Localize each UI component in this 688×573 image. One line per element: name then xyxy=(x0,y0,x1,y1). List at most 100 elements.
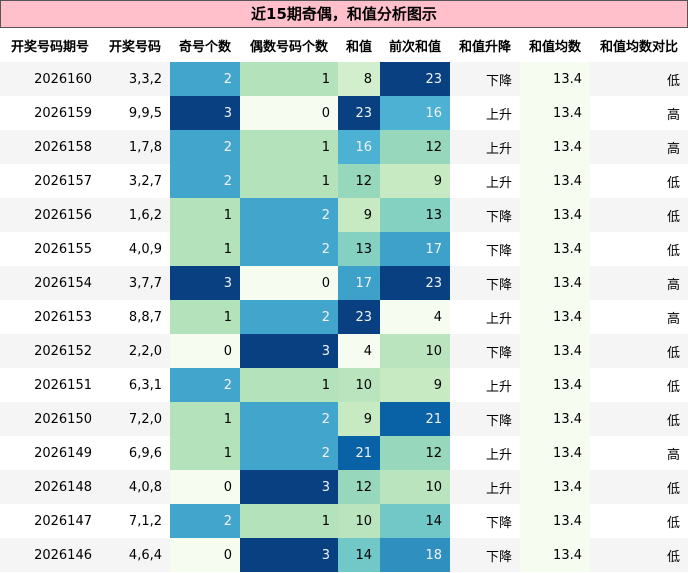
table-cell: 2026154 xyxy=(0,266,100,300)
table-cell: 下降 xyxy=(450,538,520,572)
table-cell: 13.4 xyxy=(520,436,590,470)
table-cell: 上升 xyxy=(450,164,520,198)
table-cell: 1,7,8 xyxy=(100,130,170,164)
table-cell: 低 xyxy=(590,164,688,198)
column-header: 前次和值 xyxy=(380,28,450,62)
table-row: 2026153 8,8,7 1 2 23 4 上升 13.4 高 xyxy=(0,300,688,334)
table-cell: 下降 xyxy=(450,402,520,436)
table-cell: 13.4 xyxy=(520,368,590,402)
column-header: 和值均数对比 xyxy=(590,28,688,62)
table-cell: 12 xyxy=(338,470,380,504)
table-cell: 14 xyxy=(380,504,450,538)
table-cell: 2026153 xyxy=(0,300,100,334)
table-cell: 10 xyxy=(338,368,380,402)
table-row: 2026152 2,2,0 0 3 4 10 下降 13.4 低 xyxy=(0,334,688,368)
table-cell: 下降 xyxy=(450,334,520,368)
table-cell: 1,6,2 xyxy=(100,198,170,232)
table-cell: 23 xyxy=(380,62,450,96)
table-cell: 上升 xyxy=(450,130,520,164)
table-cell: 2026150 xyxy=(0,402,100,436)
table-cell: 4 xyxy=(338,334,380,368)
table-cell: 下降 xyxy=(450,266,520,300)
column-header: 开奖号码期号 xyxy=(0,28,100,62)
table-cell: 上升 xyxy=(450,368,520,402)
table-cell: 3 xyxy=(240,470,338,504)
table-cell: 7,2,0 xyxy=(100,402,170,436)
table-cell: 1 xyxy=(170,198,240,232)
table-cell: 1 xyxy=(240,62,338,96)
table-cell: 3 xyxy=(170,96,240,130)
table-cell: 上升 xyxy=(450,436,520,470)
table-cell: 2 xyxy=(170,62,240,96)
table-cell: 12 xyxy=(380,130,450,164)
table-cell: 7,1,2 xyxy=(100,504,170,538)
table-cell: 1 xyxy=(170,300,240,334)
table-cell: 1 xyxy=(170,232,240,266)
table-cell: 1 xyxy=(240,504,338,538)
table-cell: 3,2,7 xyxy=(100,164,170,198)
table-cell: 上升 xyxy=(450,96,520,130)
table-cell: 4,0,9 xyxy=(100,232,170,266)
table-cell: 2 xyxy=(240,232,338,266)
table-cell: 8 xyxy=(338,62,380,96)
table-cell: 3 xyxy=(170,266,240,300)
table-cell: 12 xyxy=(380,436,450,470)
table-cell: 23 xyxy=(380,266,450,300)
table-cell: 13.4 xyxy=(520,300,590,334)
table-cell: 2 xyxy=(170,130,240,164)
table-cell: 2026151 xyxy=(0,368,100,402)
table-cell: 23 xyxy=(338,96,380,130)
table-cell: 高 xyxy=(590,130,688,164)
table-cell: 13.4 xyxy=(520,232,590,266)
table-cell: 9 xyxy=(380,368,450,402)
table-cell: 4 xyxy=(380,300,450,334)
table-cell: 上升 xyxy=(450,470,520,504)
table-cell: 13.4 xyxy=(520,130,590,164)
table-title: 近15期奇偶，和值分析图示 xyxy=(0,0,688,28)
table-cell: 17 xyxy=(338,266,380,300)
table-cell: 2026155 xyxy=(0,232,100,266)
table-cell: 3 xyxy=(240,334,338,368)
table-cell: 8,8,7 xyxy=(100,300,170,334)
column-header: 和值均数 xyxy=(520,28,590,62)
table-row: 2026159 9,9,5 3 0 23 16 上升 13.4 高 xyxy=(0,96,688,130)
table-body: 2026160 3,3,2 2 1 8 23 下降 13.4 低 2026159 9,9,5 3 0 23… xyxy=(0,62,688,572)
table-cell: 0 xyxy=(170,470,240,504)
table-row: 2026146 4,6,4 0 3 14 18 下降 13.4 低 xyxy=(0,538,688,572)
table-cell: 下降 xyxy=(450,62,520,96)
table-cell: 9,9,5 xyxy=(100,96,170,130)
table-cell: 2026152 xyxy=(0,334,100,368)
table-cell: 3,3,2 xyxy=(100,62,170,96)
table-row: 2026154 3,7,7 3 0 17 23 下降 13.4 高 xyxy=(0,266,688,300)
column-header: 开奖号码 xyxy=(100,28,170,62)
table-cell: 高 xyxy=(590,266,688,300)
table-cell: 9 xyxy=(380,164,450,198)
table-cell: 2 xyxy=(240,402,338,436)
table-cell: 6,9,6 xyxy=(100,436,170,470)
table-cell: 高 xyxy=(590,300,688,334)
table-cell: 13.4 xyxy=(520,198,590,232)
table-cell: 1 xyxy=(170,402,240,436)
table-row: 2026147 7,1,2 2 1 10 14 下降 13.4 低 xyxy=(0,504,688,538)
data-table: 开奖号码期号 开奖号码 奇号个数 偶数号码个数 和值 前次和值 和值升降 和值均数 和值均数对比… xyxy=(0,28,688,572)
table-cell: 2 xyxy=(240,198,338,232)
table-cell: 低 xyxy=(590,368,688,402)
table-cell: 高 xyxy=(590,96,688,130)
table-cell: 2026147 xyxy=(0,504,100,538)
table-cell: 低 xyxy=(590,538,688,572)
table-cell: 低 xyxy=(590,402,688,436)
table-row: 2026150 7,2,0 1 2 9 21 下降 13.4 低 xyxy=(0,402,688,436)
table-cell: 17 xyxy=(380,232,450,266)
table-cell: 13.4 xyxy=(520,402,590,436)
table-cell: 13.4 xyxy=(520,164,590,198)
table-cell: 1 xyxy=(170,436,240,470)
table-cell: 低 xyxy=(590,198,688,232)
table-cell: 2 xyxy=(170,164,240,198)
table-cell: 18 xyxy=(380,538,450,572)
table-cell: 9 xyxy=(338,402,380,436)
column-header: 偶数号码个数 xyxy=(240,28,338,62)
table-cell: 1 xyxy=(240,164,338,198)
table-cell: 下降 xyxy=(450,198,520,232)
table-cell: 9 xyxy=(338,198,380,232)
